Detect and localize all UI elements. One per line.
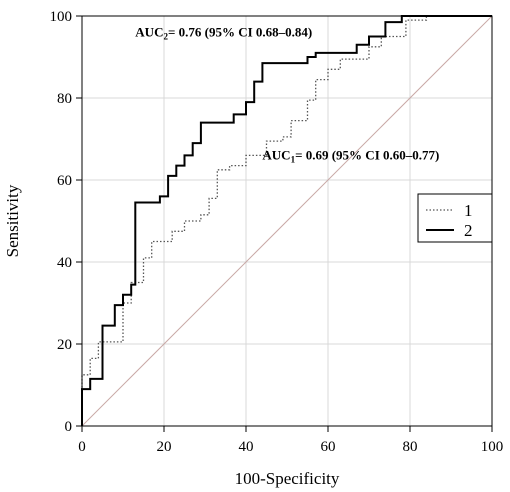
reference-diagonal-line: [81, 15, 493, 427]
x-tick-label: 100: [481, 439, 504, 455]
auc-value: = 0.76 (95% CI 0.68–0.84): [168, 25, 312, 40]
x-tick-label: 80: [403, 439, 418, 455]
x-tick-label: 40: [239, 439, 254, 455]
tick-layer: 0 20 40 60 80 100 0 20 40 60 80 100: [50, 9, 504, 455]
y-tick-label: 0: [65, 419, 73, 435]
y-tick-label: 40: [57, 255, 72, 271]
auc-subscript: 2: [163, 32, 168, 42]
series-layer: [81, 15, 492, 426]
auc-prefix: AUC: [262, 148, 290, 163]
x-tick-label: 60: [321, 439, 336, 455]
auc-subscript: 1: [291, 155, 296, 165]
series-2-line: [81, 15, 492, 426]
auc-prefix: AUC: [135, 25, 163, 40]
legend-label-1: 1: [464, 201, 473, 220]
y-axis-title: Sensitivity: [3, 184, 22, 257]
y-tick-label: 60: [57, 173, 72, 189]
auc-annotation: AUC1= 0.69 (95% CI 0.60–0.77): [262, 148, 439, 165]
y-tick-label: 100: [50, 9, 73, 25]
x-axis-title: 100-Specificity: [235, 469, 340, 488]
series-1-line: [81, 15, 492, 426]
x-tick-label: 20: [157, 439, 172, 455]
y-tick-label: 80: [57, 91, 72, 107]
legend: 12: [417, 193, 493, 243]
legend-label-2: 2: [464, 221, 473, 240]
auc-value: = 0.69 (95% CI 0.60–0.77): [295, 148, 439, 163]
grid: [82, 16, 492, 426]
auc-annotation: AUC2= 0.76 (95% CI 0.68–0.84): [135, 25, 312, 42]
y-tick-label: 20: [57, 337, 72, 353]
annotation-layer: AUC2= 0.76 (95% CI 0.68–0.84)AUC1= 0.69 …: [135, 25, 439, 165]
legend-box: [417, 193, 493, 243]
x-tick-label: 0: [78, 439, 86, 455]
